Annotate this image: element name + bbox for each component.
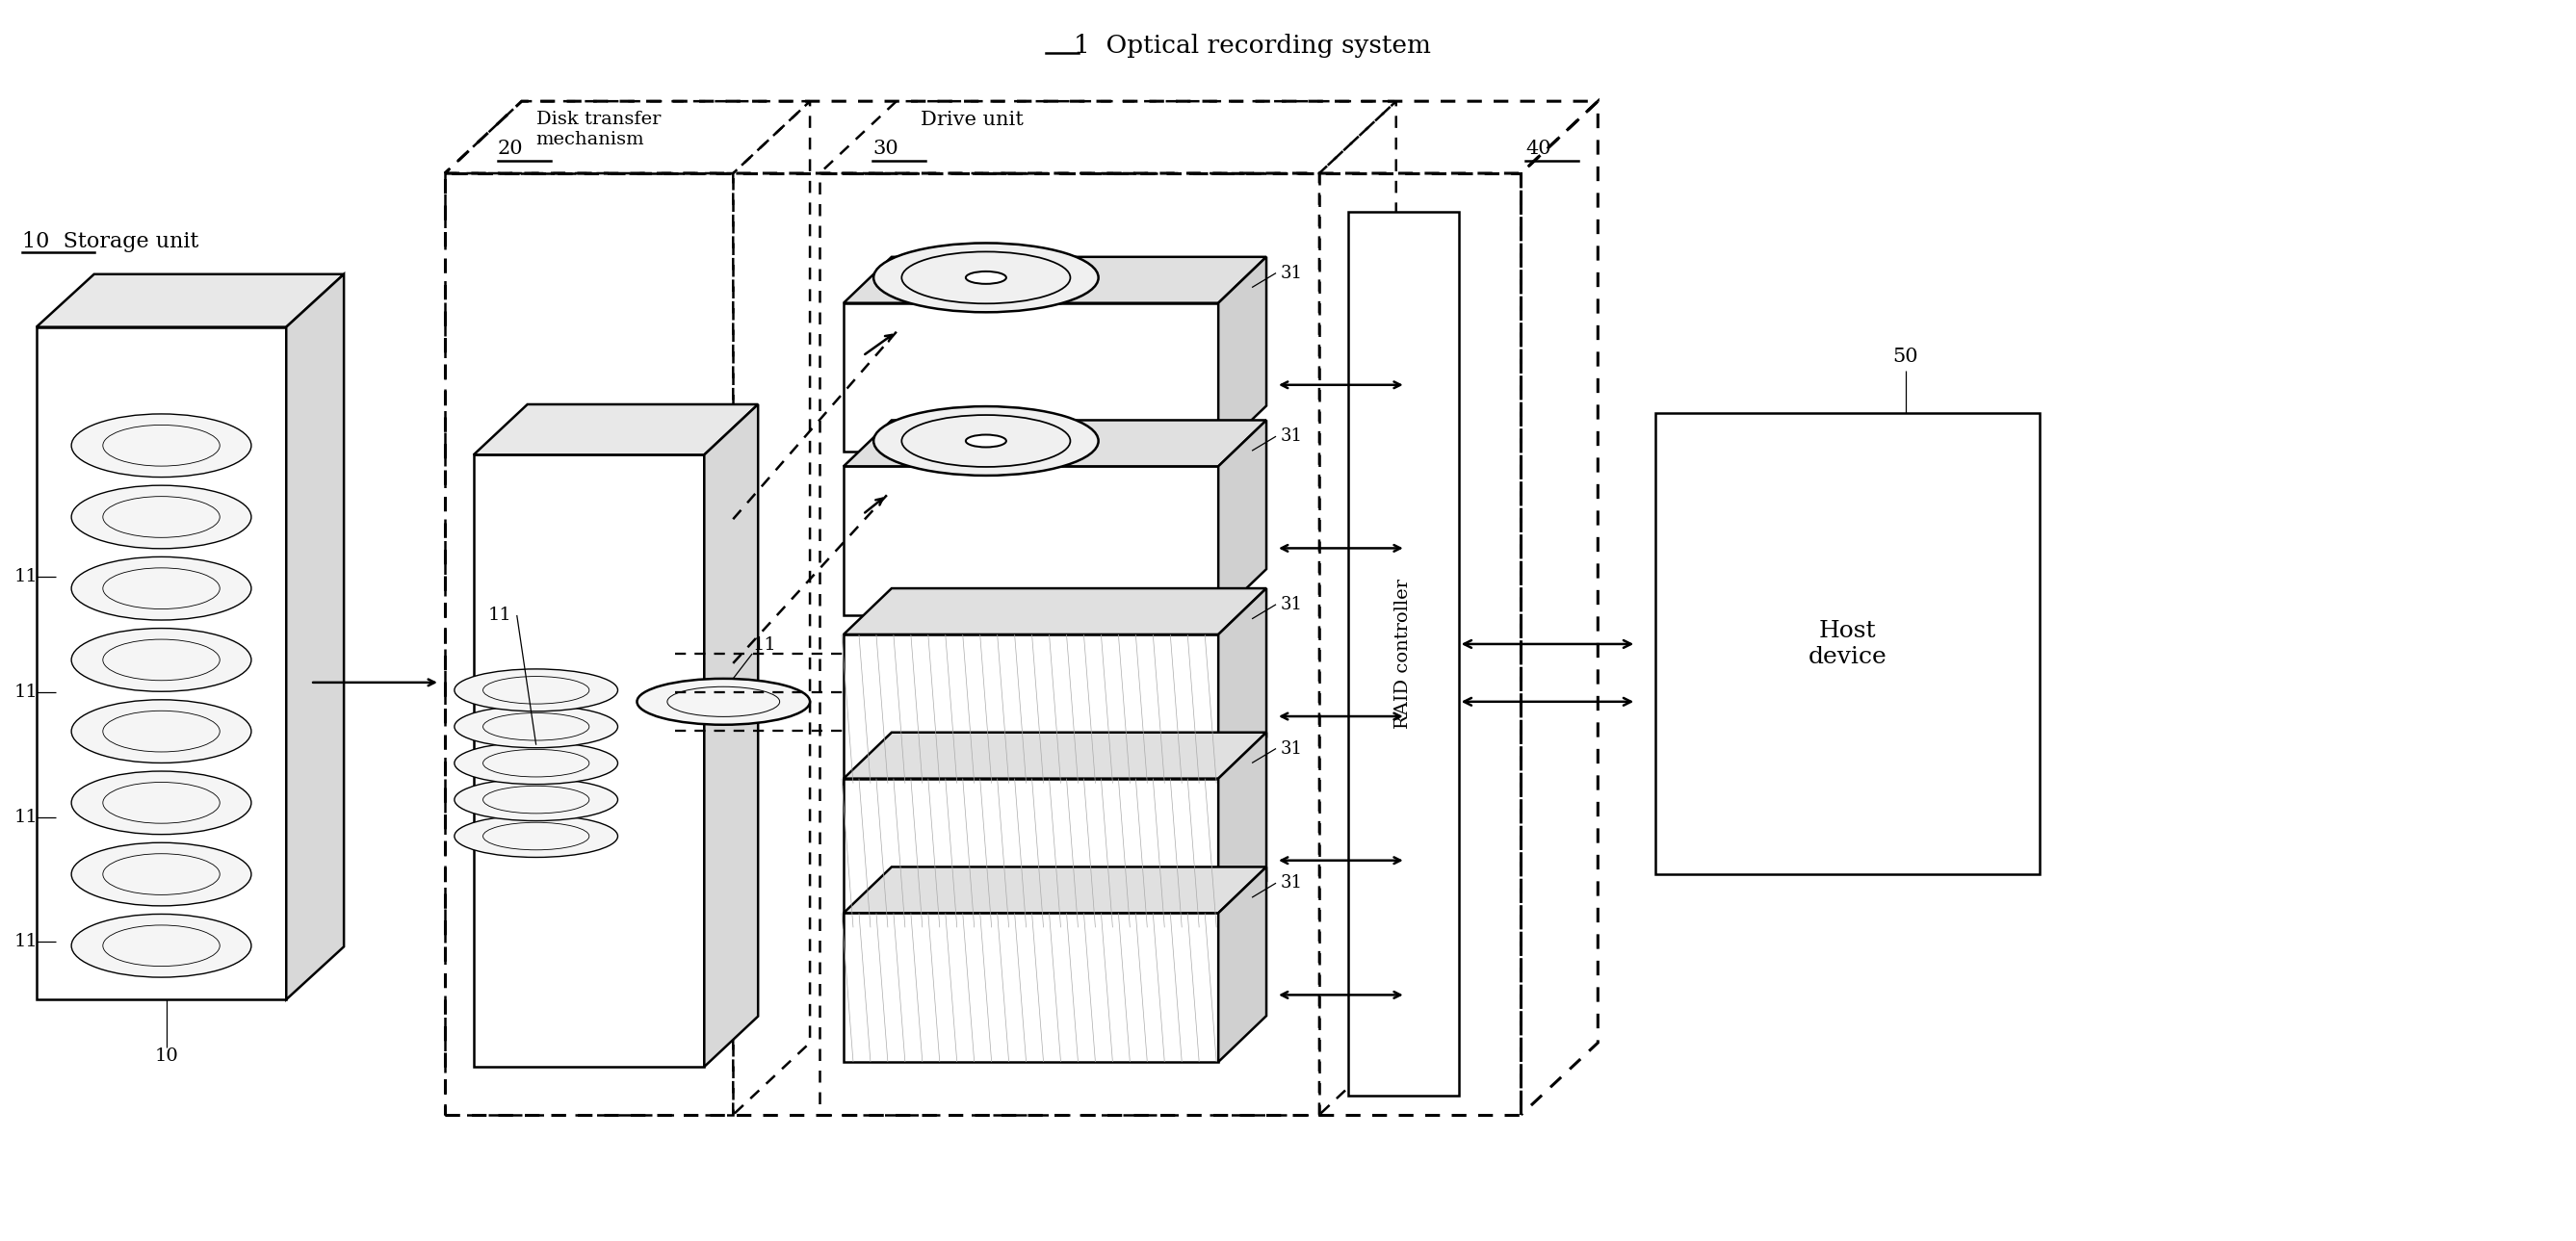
- Bar: [842, 303, 1218, 452]
- Text: 11: 11: [15, 568, 39, 586]
- Polygon shape: [1218, 257, 1267, 452]
- Text: 11: 11: [15, 684, 39, 701]
- Bar: [842, 467, 1218, 616]
- Ellipse shape: [103, 639, 219, 680]
- Ellipse shape: [482, 676, 590, 704]
- Ellipse shape: [137, 937, 185, 954]
- Ellipse shape: [515, 685, 559, 696]
- Bar: [446, 174, 1520, 1114]
- Text: 50: 50: [1893, 347, 1919, 365]
- Bar: [842, 913, 1218, 1062]
- Ellipse shape: [667, 686, 781, 716]
- Polygon shape: [1218, 421, 1267, 616]
- Bar: [842, 778, 1218, 927]
- Ellipse shape: [137, 652, 185, 669]
- Ellipse shape: [103, 711, 219, 752]
- Polygon shape: [474, 405, 757, 454]
- Text: 11: 11: [752, 637, 775, 654]
- Polygon shape: [286, 274, 345, 999]
- Ellipse shape: [453, 669, 618, 711]
- Text: 10: 10: [155, 1047, 178, 1065]
- Polygon shape: [703, 405, 757, 1067]
- Ellipse shape: [902, 252, 1069, 304]
- Bar: [1656, 413, 2040, 875]
- Ellipse shape: [72, 414, 252, 477]
- Polygon shape: [842, 421, 1267, 467]
- Polygon shape: [842, 867, 1267, 913]
- Ellipse shape: [873, 243, 1097, 313]
- Ellipse shape: [103, 854, 219, 895]
- Text: 31: 31: [1280, 875, 1303, 892]
- Text: 31: 31: [1280, 596, 1303, 613]
- Polygon shape: [1218, 867, 1267, 1062]
- Ellipse shape: [137, 437, 185, 454]
- Bar: [842, 634, 1218, 783]
- Polygon shape: [1218, 588, 1267, 783]
- Ellipse shape: [482, 750, 590, 777]
- Text: Host
device: Host device: [1808, 620, 1888, 668]
- Ellipse shape: [902, 414, 1069, 467]
- Ellipse shape: [515, 721, 559, 732]
- Text: 20: 20: [497, 140, 523, 158]
- Ellipse shape: [103, 424, 219, 467]
- Text: Drive unit: Drive unit: [920, 110, 1023, 129]
- Polygon shape: [842, 588, 1267, 634]
- Ellipse shape: [515, 794, 559, 805]
- Text: RAID controller: RAID controller: [1394, 578, 1412, 728]
- Bar: [36, 328, 286, 999]
- Ellipse shape: [701, 695, 747, 707]
- Bar: [446, 174, 734, 1114]
- Ellipse shape: [137, 794, 185, 812]
- Ellipse shape: [103, 496, 219, 537]
- Ellipse shape: [103, 925, 219, 967]
- Text: 31: 31: [1280, 428, 1303, 446]
- Text: 40: 40: [1525, 140, 1551, 158]
- Ellipse shape: [966, 434, 1007, 447]
- Ellipse shape: [72, 628, 252, 691]
- Ellipse shape: [72, 915, 252, 978]
- Polygon shape: [842, 732, 1267, 778]
- Text: 11: 11: [15, 808, 39, 825]
- Ellipse shape: [873, 406, 1097, 475]
- Ellipse shape: [515, 830, 559, 841]
- Ellipse shape: [137, 722, 185, 740]
- Text: 11: 11: [15, 933, 39, 951]
- Ellipse shape: [966, 272, 1007, 284]
- Ellipse shape: [515, 757, 559, 769]
- Ellipse shape: [453, 706, 618, 748]
- Text: 31: 31: [1280, 740, 1303, 757]
- Ellipse shape: [482, 823, 590, 850]
- Ellipse shape: [636, 679, 809, 725]
- Polygon shape: [36, 274, 345, 328]
- Text: Disk transfer
mechanism: Disk transfer mechanism: [536, 110, 659, 148]
- Ellipse shape: [482, 712, 590, 741]
- Ellipse shape: [137, 865, 185, 884]
- Ellipse shape: [482, 786, 590, 813]
- Ellipse shape: [72, 843, 252, 906]
- Text: 1  Optical recording system: 1 Optical recording system: [1074, 34, 1430, 58]
- Polygon shape: [842, 257, 1267, 303]
- Ellipse shape: [72, 700, 252, 763]
- Text: 31: 31: [1280, 264, 1303, 282]
- Bar: [474, 454, 703, 1067]
- Ellipse shape: [453, 778, 618, 820]
- Ellipse shape: [72, 557, 252, 620]
- Ellipse shape: [103, 782, 219, 823]
- Ellipse shape: [137, 580, 185, 597]
- Polygon shape: [1218, 732, 1267, 927]
- Bar: [819, 174, 1319, 1114]
- Ellipse shape: [72, 771, 252, 834]
- Ellipse shape: [453, 742, 618, 784]
- Ellipse shape: [72, 485, 252, 549]
- Ellipse shape: [453, 815, 618, 858]
- Text: 30: 30: [873, 140, 899, 158]
- Text: 10  Storage unit: 10 Storage unit: [23, 231, 198, 252]
- Ellipse shape: [137, 508, 185, 526]
- Ellipse shape: [103, 568, 219, 609]
- Text: 11: 11: [489, 607, 513, 624]
- Bar: [1347, 212, 1458, 1096]
